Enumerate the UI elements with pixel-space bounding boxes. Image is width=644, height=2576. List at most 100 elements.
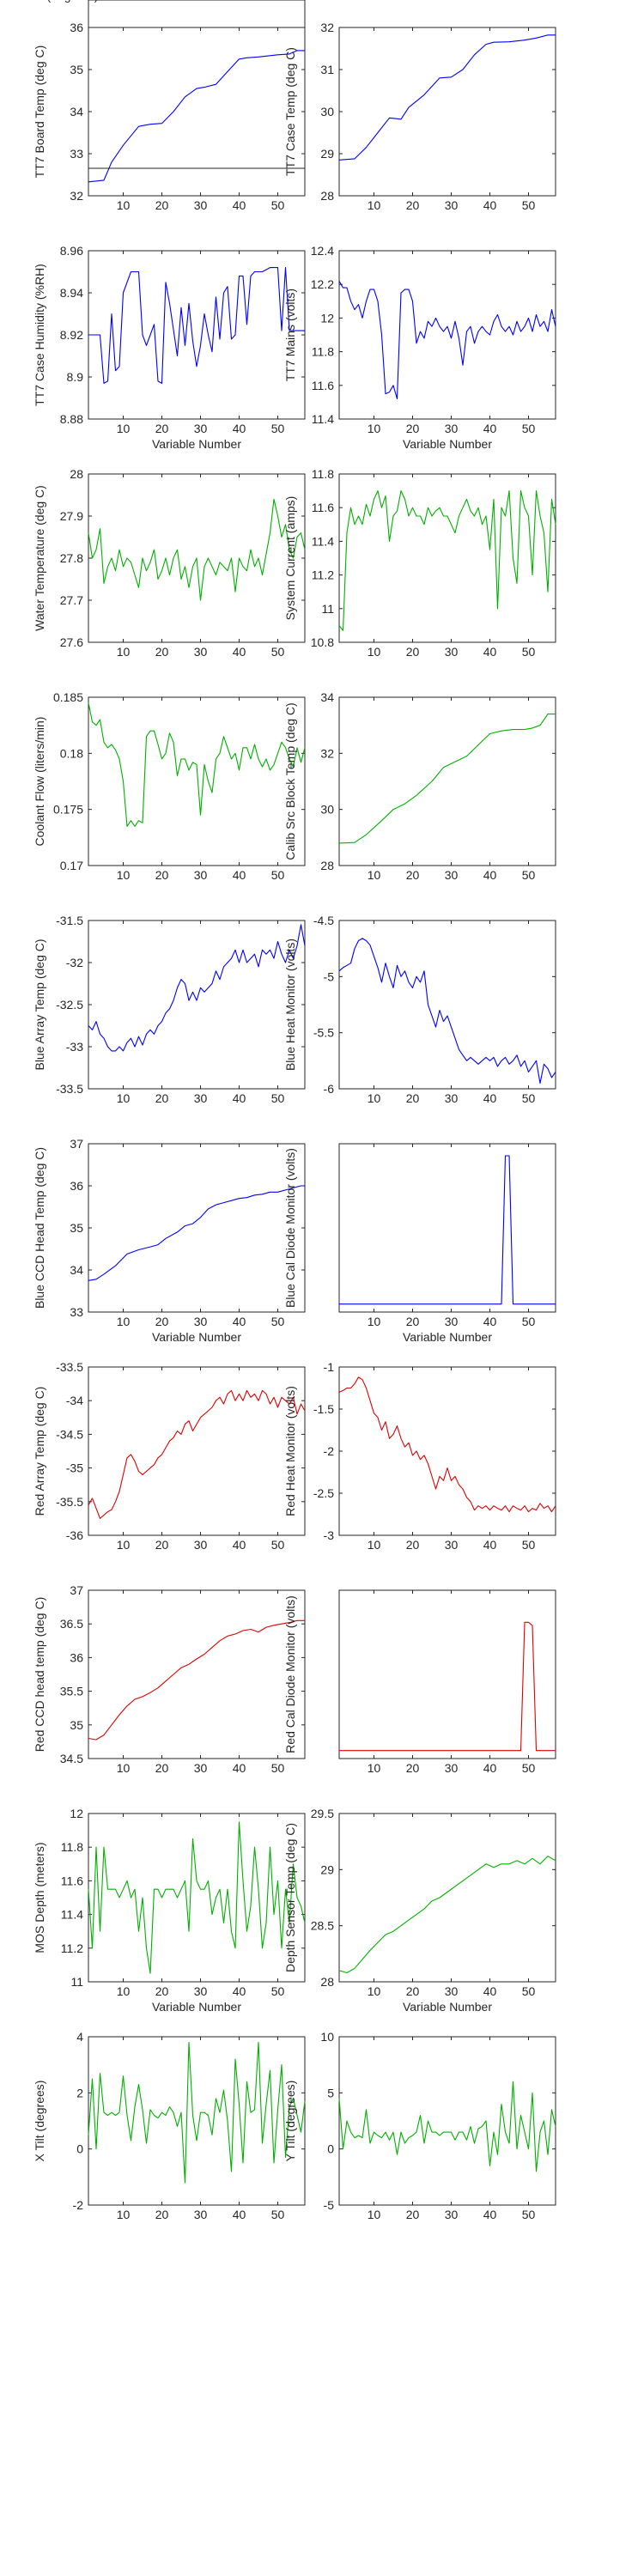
chart-19-xtick-label: 10 — [117, 2208, 131, 2221]
chart-2-ytick-label: 31 — [320, 63, 334, 76]
chart-9-xtick-label: 30 — [194, 1091, 208, 1105]
chart-13-xtick-label: 20 — [155, 1538, 169, 1552]
chart-2-series-line — [338, 34, 556, 161]
chart-6-ytick-label: 11.8 — [312, 467, 334, 481]
chart-9-ytick-label: -33.5 — [56, 1082, 83, 1096]
chart-6-xtick-label: 40 — [483, 645, 497, 659]
chart-2-ylabel: TT7 Case Temp (deg C) — [283, 47, 297, 176]
chart-8-xtick-label: 30 — [445, 868, 459, 882]
chart-13-ytick-label: -33.5 — [56, 1360, 83, 1374]
chart-18-xtick-label: 50 — [522, 1984, 536, 1998]
chart-19-axes-box — [88, 2036, 306, 2206]
chart-5-xtick-label: 50 — [271, 645, 285, 659]
chart-18-ytick-label: 28.5 — [311, 1919, 334, 1933]
chart-6-xtick-label: 10 — [368, 645, 381, 659]
chart-3-ylabel: TT7 Case Humidity (%RH) — [33, 264, 46, 406]
chart-5-xtick-label: 10 — [117, 645, 131, 659]
chart-6-ylabel: System Current (amps) — [283, 496, 297, 621]
chart-8-axes-box — [338, 696, 556, 866]
chart-12-xtick-label: 40 — [483, 1315, 497, 1328]
chart-12-xtick-label: 30 — [445, 1315, 459, 1328]
chart-1: 10 20 30 40 50 32 33 34 35 36 TT7 Board Temp (deg … — [33, 21, 306, 212]
chart-1-xtick-label: 20 — [155, 198, 169, 212]
chart-6: 10 20 30 40 50 10.8 11 11.2 11.4 11.6 11.8 System C… — [283, 467, 556, 659]
chart-8-series-line — [338, 714, 556, 844]
chart-4-axes-box — [338, 250, 556, 420]
chart-5-series-line — [88, 498, 306, 601]
chart-17-series-line — [88, 1821, 306, 1974]
chart-10-ytick-label: -6 — [324, 1082, 335, 1096]
chart-1-ytick-label: 33 — [70, 147, 83, 161]
chart-10: 10 20 30 40 50 -6 -5.5 -5 -4.5 Blue Heat Monitor … — [283, 914, 556, 1105]
chart-20-ytick-label: -5 — [324, 2198, 335, 2212]
chart-15: 10 20 30 40 50 34.5 35 35.5 36 36.5 37 Red CCD head… — [33, 1583, 306, 1775]
chart-17-xtick-label: 50 — [271, 1984, 285, 1998]
chart-2-xtick-label: 50 — [522, 198, 536, 212]
chart-15-ytick-label: 36.5 — [60, 1617, 83, 1631]
chart-10-ytick-label: -4.5 — [313, 914, 334, 927]
chart-21-xtick-label: 30 — [194, 0, 208, 3]
chart-14-xtick-label: 50 — [522, 1538, 536, 1552]
chart-19-xtick-label: 20 — [155, 2208, 169, 2221]
chart-7-ytick-label: 0.185 — [53, 690, 83, 704]
chart-21-ytick-label: 8 — [76, 0, 83, 3]
chart-15-axes-box — [88, 1589, 306, 1759]
chart-3-xtick-label: 30 — [194, 422, 208, 435]
chart-9-xtick-label: 50 — [271, 1091, 285, 1105]
chart-10-xtick-label: 20 — [406, 1091, 420, 1105]
chart-13-ytick-label: -35 — [66, 1461, 83, 1475]
chart-17-xtick-label: 20 — [155, 1984, 169, 1998]
chart-4-ytick-label: 12 — [320, 311, 334, 325]
chart-6-ytick-label: 10.8 — [311, 635, 334, 649]
chart-1-ytick-label: 34 — [70, 105, 83, 118]
chart-16-xtick-label: 20 — [406, 1761, 420, 1775]
chart-4-xtick-label: 20 — [406, 422, 420, 435]
chart-10-xtick-label: 50 — [522, 1091, 536, 1105]
chart-15-ytick-label: 35.5 — [60, 1685, 83, 1698]
chart-4-xlabel: Variable Number — [403, 437, 492, 451]
chart-13-xtick-label: 30 — [194, 1538, 208, 1552]
chart-3-ytick-label: 8.9 — [67, 370, 84, 384]
chart-7-xtick-label: 10 — [117, 868, 131, 882]
chart-7-axes-box — [88, 696, 306, 866]
chart-19-xtick-label: 30 — [194, 2208, 208, 2221]
chart-16-series-line — [339, 1621, 556, 1752]
chart-19-ytick-label: -2 — [73, 2198, 84, 2212]
chart-13-ytick-label: -35.5 — [56, 1495, 83, 1509]
chart-19: 10 20 30 40 50 -2 0 2 4 X Tilt (degrees) — [33, 2030, 306, 2221]
chart-12-ylabel: Blue Cal Diode Monitor (volts) — [283, 1148, 297, 1308]
chart-19-xtick-label: 40 — [233, 2208, 246, 2221]
chart-13-ytick-label: -36 — [66, 1528, 83, 1542]
chart-20-xtick-label: 10 — [368, 2208, 381, 2221]
chart-14-ytick-label: -2.5 — [313, 1486, 334, 1500]
chart-2-ytick-label: 28 — [320, 189, 334, 203]
chart-8-ytick-label: 34 — [320, 690, 334, 704]
chart-12-series-line — [339, 1155, 556, 1305]
chart-8-ytick-label: 30 — [320, 803, 334, 817]
chart-18-xlabel: Variable Number — [403, 2000, 492, 2014]
chart-15-xtick-label: 40 — [233, 1761, 246, 1775]
chart-16-ylabel: Red Cal Diode Monitor (volts) — [283, 1595, 297, 1753]
chart-21: 10 20 30 40 50 02468Inclination (degrees) Vari… — [0, 0, 306, 169]
chart-17-xtick-label: 30 — [194, 1984, 208, 1998]
chart-17-ytick-label: 11.2 — [61, 1941, 83, 1955]
chart-21-xtick-label: 40 — [233, 0, 246, 3]
chart-6-ytick-label: 11.6 — [312, 501, 334, 514]
chart-1-ytick-label: 36 — [70, 21, 83, 34]
chart-19-ytick-label: 2 — [76, 2086, 83, 2099]
chart-1-xtick-label: 40 — [233, 198, 246, 212]
chart-2-xtick-label: 20 — [406, 198, 420, 212]
chart-21-ylabel: Inclination (degrees) — [0, 0, 98, 3]
chart-7-ytick-label: 0.175 — [53, 803, 83, 817]
chart-20-ytick-label: 0 — [327, 2142, 334, 2156]
chart-2: 10 20 30 40 50 28 29 30 31 32 TT7 Case Temp (deg C… — [283, 21, 556, 212]
chart-20-ytick-label: 10 — [320, 2030, 334, 2044]
chart-5: 10 20 30 40 50 27.6 27.7 27.8 27.9 28 Water Temper… — [33, 467, 306, 659]
chart-2-ytick-label: 32 — [320, 21, 334, 34]
chart-13-series-line — [88, 1389, 306, 1519]
chart-21-ytick-label: 2 — [76, 0, 83, 3]
chart-7-xtick-label: 50 — [271, 868, 285, 882]
chart-21-axes-box — [88, 0, 306, 169]
chart-12-xtick-label: 10 — [368, 1315, 381, 1328]
